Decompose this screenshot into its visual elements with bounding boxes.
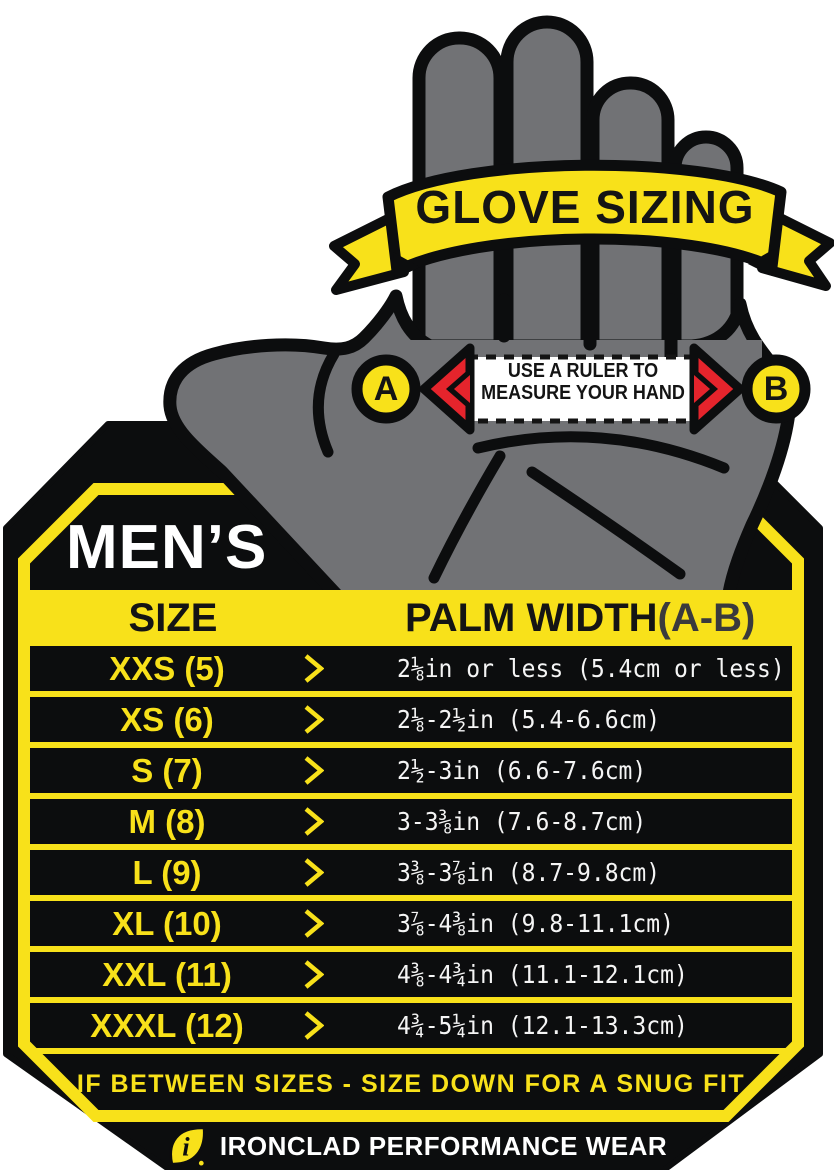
row-size-label: XL (10) <box>112 905 222 942</box>
row-separator <box>30 844 792 850</box>
ruler-instruction-line1: USE A RULER TO <box>507 360 659 382</box>
row-range-value: 2½-3in (6.6-7.6cm) <box>397 756 647 785</box>
arrow-right-icon <box>689 343 745 435</box>
ruler-instruction-text: USE A RULER TO MEASURE YOUR HAND <box>480 360 687 404</box>
row-separator <box>30 1048 792 1054</box>
ribbon-fold-shadow <box>393 252 420 279</box>
banner-title: GLOVE SIZING <box>415 181 755 233</box>
row-range-value: 4⅜-4¾in (11.1-12.1cm) <box>397 960 688 989</box>
row-chevron-icon <box>304 807 324 836</box>
marker-b-circle <box>741 354 811 424</box>
svg-text:i: i <box>182 1132 190 1162</box>
palm-width-suffix: (A-B) <box>657 596 756 640</box>
row-range-value: 4¾-5¼in (12.1-13.3cm) <box>397 1011 688 1040</box>
row-chevron-icon <box>304 705 324 734</box>
row-range-value: 3⅜-3⅞in (8.7-9.8cm) <box>397 858 661 887</box>
marker-b-label: B <box>763 370 789 408</box>
brand-name: IRONCLAD PERFORMANCE WEAR <box>219 1130 668 1161</box>
column-header-size: SIZE <box>128 596 218 640</box>
row-size-label: XXL (11) <box>102 956 232 993</box>
ribbon-fold-shadow <box>748 249 774 276</box>
marker-a-circle <box>351 354 421 424</box>
ruler-instruction-line2: MEASURE YOUR HAND <box>481 382 685 404</box>
row-size-label: L (9) <box>132 854 202 891</box>
ironclad-logo-icon: i <box>169 1126 206 1166</box>
row-range-value: 2⅛in or less (5.4cm or less) <box>397 654 785 683</box>
row-size-label: S (7) <box>131 752 203 789</box>
marker-a-label: A <box>373 370 399 408</box>
row-separator <box>30 742 792 748</box>
row-separator <box>30 946 792 952</box>
row-chevron-icon <box>304 960 324 989</box>
palm-crease <box>526 466 686 580</box>
row-range-value: 3-3⅜in (7.6-8.7cm) <box>397 807 647 836</box>
row-chevron-icon <box>304 654 324 683</box>
ribbon-banner <box>329 159 834 295</box>
measure-guide <box>351 343 811 435</box>
arrow-left-icon <box>419 343 475 435</box>
ribbon-band <box>382 159 787 277</box>
row-size-label: XXXL (12) <box>90 1007 244 1044</box>
table-header-band <box>30 590 792 646</box>
row-range-value: 3⅞-4⅜in (9.8-11.1cm) <box>397 909 674 938</box>
row-size-label: XS (6) <box>120 701 214 738</box>
row-separator <box>30 997 792 1003</box>
row-chevron-icon <box>304 756 324 785</box>
row-chevron-icon <box>304 1011 324 1040</box>
row-size-label: M (8) <box>128 803 206 840</box>
palm-crease <box>472 431 730 474</box>
row-chevron-icon <box>304 909 324 938</box>
palm-crease <box>428 450 506 584</box>
brand-bar: i IRONCLAD PERFORMANCE WEAR <box>0 1122 834 1170</box>
row-separator <box>30 691 792 697</box>
row-size-label: XXS (5) <box>109 650 225 687</box>
sizing-footnote: IF BETWEEN SIZES - SIZE DOWN FOR A SNUG … <box>76 1070 746 1098</box>
palm-width-label: PALM WIDTH <box>405 596 658 640</box>
row-separator <box>30 793 792 799</box>
thumb-crease <box>312 348 340 458</box>
row-chevron-icon <box>304 858 324 887</box>
row-range-value: 2⅛-2½in (5.4-6.6cm) <box>397 705 661 734</box>
column-header-palm-width: PALM WIDTH(A-B) <box>405 590 755 646</box>
category-title: MEN’S <box>66 513 268 582</box>
row-separator <box>30 895 792 901</box>
